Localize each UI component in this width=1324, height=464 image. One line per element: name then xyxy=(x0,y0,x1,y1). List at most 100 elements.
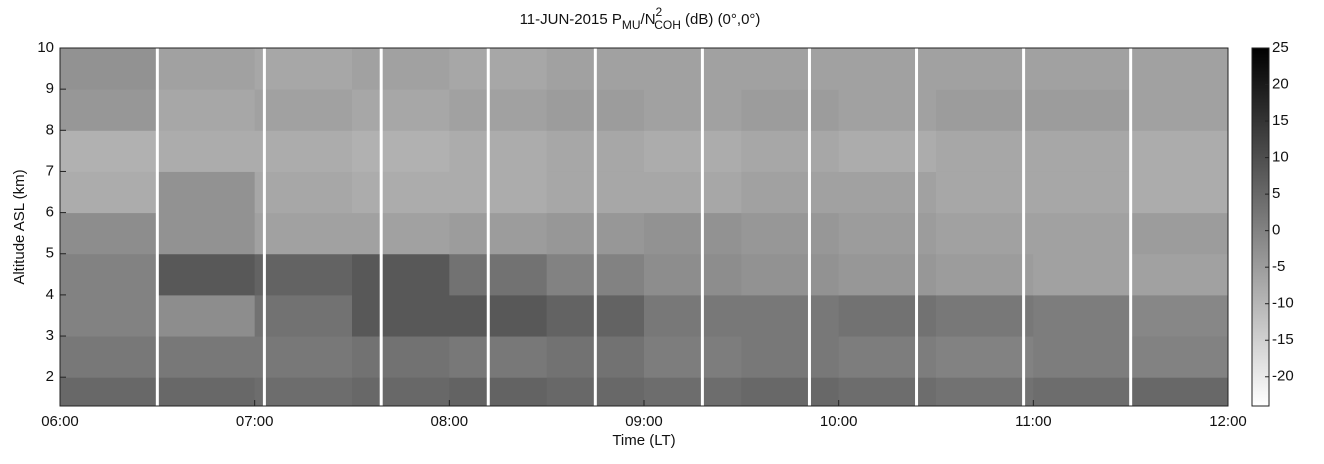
heatmap-cell xyxy=(254,171,353,214)
heatmap-cell xyxy=(254,377,353,406)
heatmap-cell xyxy=(644,377,742,406)
colorbar-tick-label: -15 xyxy=(1272,331,1294,348)
heatmap-cell xyxy=(449,212,548,255)
x-tick-label: 07:00 xyxy=(236,413,274,430)
heatmap-cell xyxy=(449,294,548,337)
heatmap-cell xyxy=(1130,171,1228,214)
heatmap-cell xyxy=(1130,377,1228,406)
heatmap-cell xyxy=(449,253,548,296)
heatmap-cell xyxy=(352,253,450,296)
heatmap-cell xyxy=(254,212,353,255)
heatmap-cell xyxy=(741,294,840,337)
heatmap-cell xyxy=(1033,253,1132,296)
y-tick-label: 6 xyxy=(46,204,54,221)
heatmap-cell xyxy=(644,89,742,131)
y-tick-label: 10 xyxy=(37,39,54,56)
heatmap-cell xyxy=(157,253,256,296)
heatmap-cell xyxy=(936,130,1034,172)
title-part: (dB) (0°,0°) xyxy=(681,11,761,28)
heatmap-cell xyxy=(644,294,742,337)
x-tick-label: 12:00 xyxy=(1209,413,1247,430)
title-part: 11-JUN-2015 P xyxy=(520,11,622,28)
heatmap-cell xyxy=(1130,212,1228,255)
heatmap-cell xyxy=(741,89,840,131)
heatmap-cell xyxy=(254,48,353,90)
heatmap-cell xyxy=(1033,89,1132,131)
heatmap-cell xyxy=(936,48,1034,90)
heatmap-cell xyxy=(254,294,353,337)
heatmap-cell xyxy=(838,212,937,255)
heatmap-cell xyxy=(60,130,158,172)
heatmap-cell xyxy=(1130,48,1228,90)
heatmap-cell xyxy=(1033,130,1132,172)
heatmap-cell xyxy=(838,130,937,172)
heatmap-cell xyxy=(644,48,742,90)
x-axis-label: Time (LT) xyxy=(612,432,675,449)
colorbar-tick-label: 10 xyxy=(1272,149,1289,166)
heatmap-cell xyxy=(352,89,450,131)
heatmap-cell xyxy=(644,171,742,214)
y-tick-label: 8 xyxy=(46,121,54,138)
heatmap-cell xyxy=(741,48,840,90)
x-tick-label: 06:00 xyxy=(41,413,79,430)
heatmap-cell xyxy=(741,171,840,214)
heatmap-cell xyxy=(644,130,742,172)
heatmap-cell xyxy=(449,377,548,406)
heatmap-cell xyxy=(1130,336,1228,378)
heatmap-cell xyxy=(254,336,353,378)
y-tick-label: 9 xyxy=(46,80,54,97)
heatmap-cell xyxy=(254,89,353,131)
heatmap-cell xyxy=(352,171,450,214)
heatmap-cell xyxy=(449,336,548,378)
heatmap-cell xyxy=(936,377,1034,406)
heatmap-cell xyxy=(60,89,158,131)
heatmap-cell xyxy=(936,253,1034,296)
x-tick-label: 09:00 xyxy=(625,413,663,430)
heatmap-cell xyxy=(157,89,256,131)
heatmap-cell xyxy=(1033,171,1132,214)
heatmap-cell xyxy=(157,377,256,406)
y-tick-label: 4 xyxy=(46,286,54,303)
heatmap-cell xyxy=(352,336,450,378)
title-part: COH xyxy=(654,18,681,32)
colorbar-tick-label: 25 xyxy=(1272,39,1289,56)
title-part: /N xyxy=(641,11,656,28)
x-tick-label: 08:00 xyxy=(431,413,469,430)
heatmap-cell xyxy=(157,212,256,255)
colorbar-tick-label: 0 xyxy=(1272,222,1280,239)
heatmap-cell xyxy=(157,294,256,337)
colorbar-tick-label: -10 xyxy=(1272,295,1294,312)
heatmap-cell xyxy=(936,336,1034,378)
heatmap-cell xyxy=(157,336,256,378)
chart-title: 11-JUN-2015 PMU/N2 COH (dB) (0°,0°) xyxy=(520,5,761,32)
heatmap-cell xyxy=(936,171,1034,214)
title-part: 2 xyxy=(656,5,663,19)
x-tick-label: 10:00 xyxy=(820,413,858,430)
heatmap-cell xyxy=(60,336,158,378)
heatmap-cell xyxy=(644,212,742,255)
heatmap-cell xyxy=(936,294,1034,337)
heatmap-cell xyxy=(644,336,742,378)
heatmap-cell xyxy=(741,130,840,172)
heatmap-cell xyxy=(1130,253,1228,296)
heatmap-cell xyxy=(449,130,548,172)
heatmap-cell xyxy=(741,253,840,296)
y-tick-label: 5 xyxy=(46,245,54,262)
heatmap-cell xyxy=(741,377,840,406)
heatmap-cell xyxy=(352,130,450,172)
heatmap-cell xyxy=(838,171,937,214)
heatmap-cell xyxy=(60,253,158,296)
colorbar-tick-label: -20 xyxy=(1272,368,1294,385)
heatmap-cell xyxy=(1033,212,1132,255)
heatmap-cell xyxy=(741,212,840,255)
heatmap-cell xyxy=(1033,336,1132,378)
colorbar-tick-label: -5 xyxy=(1272,258,1285,275)
heatmap-cell xyxy=(838,89,937,131)
colorbar-tick-label: 20 xyxy=(1272,75,1289,92)
colorbar-tick-label: 5 xyxy=(1272,185,1280,202)
y-tick-label: 3 xyxy=(46,327,54,344)
heatmap-cell xyxy=(838,48,937,90)
heatmap-cell xyxy=(838,336,937,378)
heatmap-cell xyxy=(449,89,548,131)
